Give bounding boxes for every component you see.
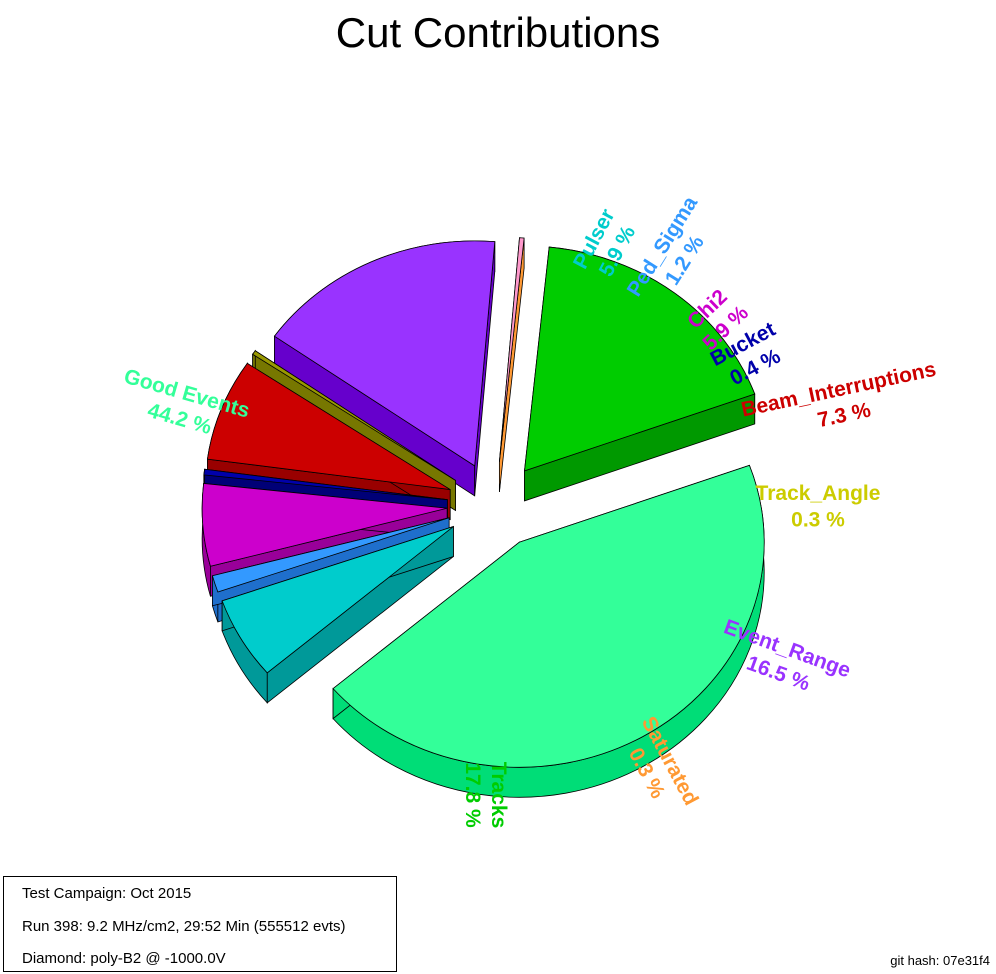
slice-percent: 0.3 % [791, 508, 845, 531]
slice-top-track-angle [252, 350, 456, 481]
slice-top-saturated [498, 237, 525, 463]
slice-event-range [273, 240, 496, 497]
git-hash: git hash: 07e31f4 [890, 953, 990, 968]
slice-top-bucket [203, 468, 448, 501]
slice-name: Track_Angle [756, 482, 881, 505]
run-text: Run 398: 9.2 MHz/cm2, 29:52 Min (555512 … [22, 918, 346, 935]
slice-label-track-angle: Track_Angle 0.3 % [756, 482, 881, 531]
slice-good-events [332, 464, 765, 798]
slice-pulser [221, 525, 454, 704]
slice-top-beam-interruptions [206, 362, 451, 490]
slice-label-tracks: Tracks17.8 % [461, 762, 510, 829]
chart-title: Cut Contributions [336, 9, 661, 56]
info-box: Test Campaign: Oct 2015 Run 398: 9.2 MHz… [3, 876, 397, 972]
slice-top-pulser [221, 526, 454, 674]
slice-top-tracks [524, 246, 756, 472]
slice-tracks [524, 246, 756, 502]
slice-top-chi2 [201, 482, 448, 567]
slice-name: Tracks [487, 762, 510, 829]
slice-saturated [498, 237, 525, 493]
pie-slices [201, 237, 765, 798]
slice-edge-saturated-1 [498, 238, 525, 493]
slice-top-event-range [273, 240, 496, 467]
slice-top-ped-sigma [211, 517, 450, 593]
slice-top-good-events [332, 464, 765, 768]
campaign-text: Test Campaign: Oct 2015 [22, 885, 192, 902]
slice-percent: 17.8 % [461, 762, 484, 828]
diamond-text: Diamond: poly-B2 @ -1000.0V [22, 950, 226, 967]
